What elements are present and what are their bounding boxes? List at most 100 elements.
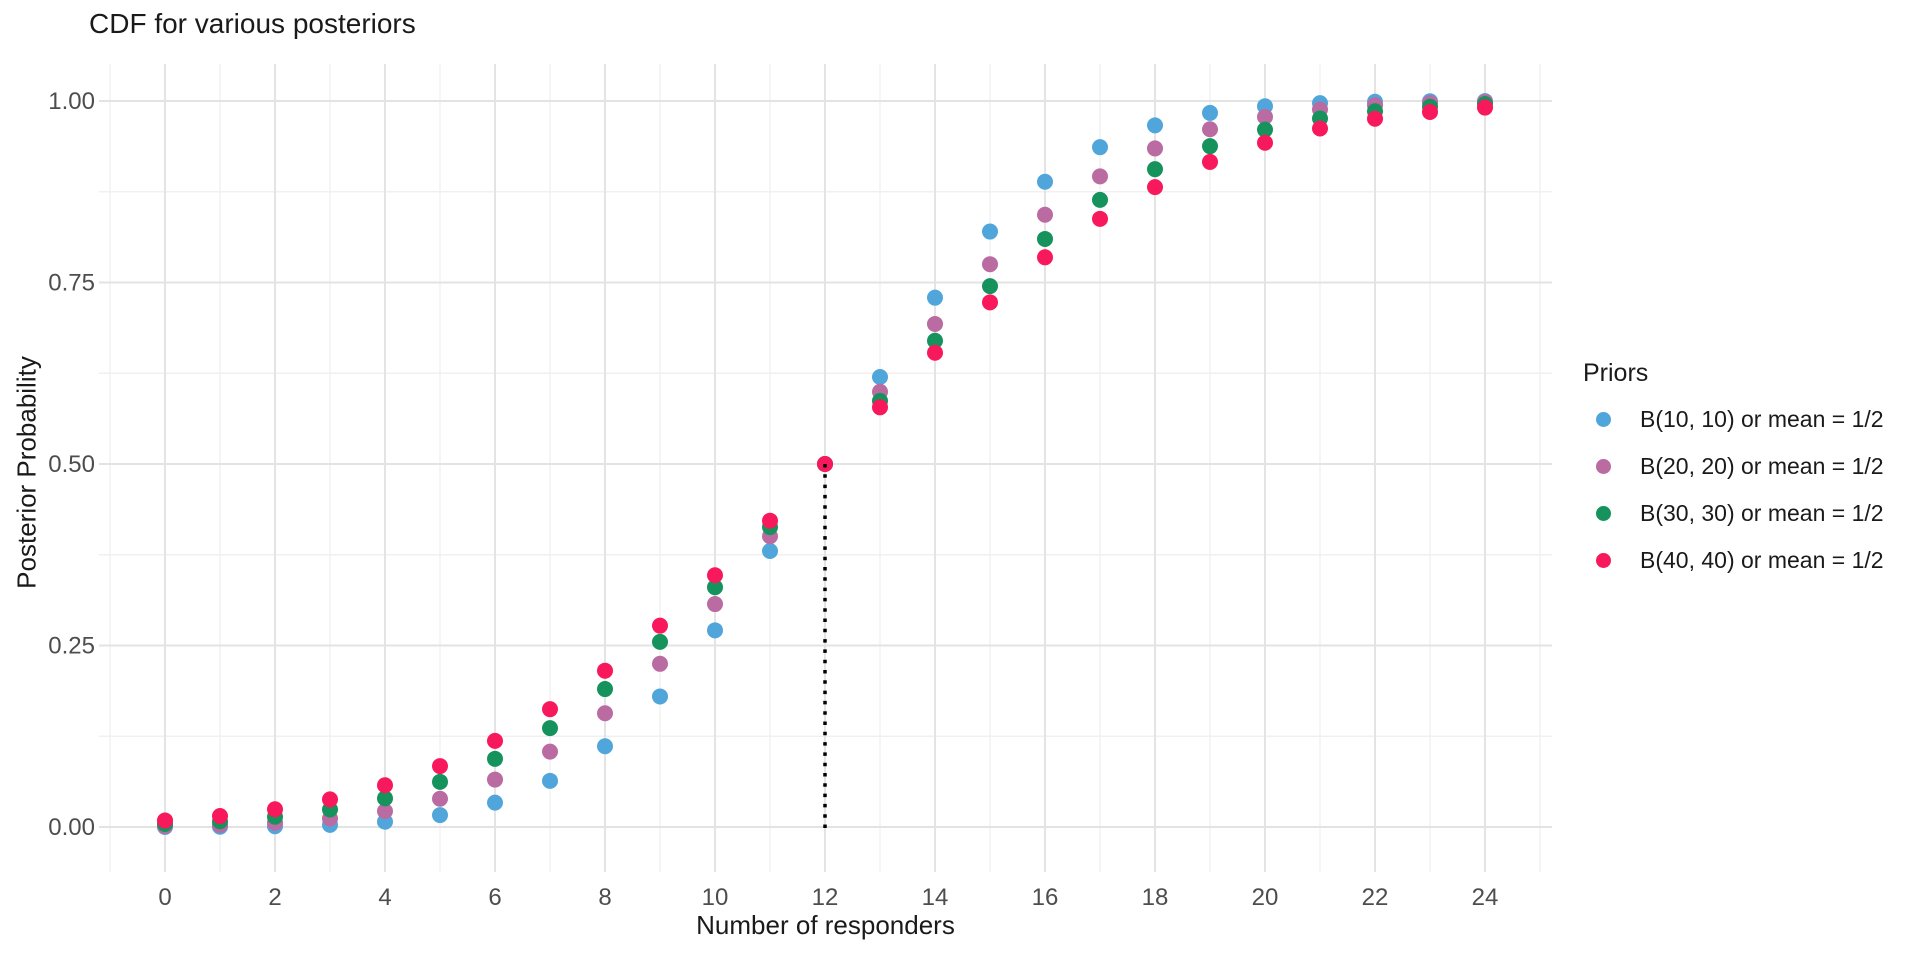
data-point (542, 772, 558, 789)
data-point (487, 732, 503, 749)
x-tick-label: 10 (702, 884, 729, 911)
data-point (542, 701, 558, 718)
data-point (927, 332, 943, 349)
x-tick-labels: 0 2 4 6 8 10 12 14 16 18 20 22 24 (158, 884, 1498, 911)
legend-title: Priors (1583, 359, 1649, 387)
legend-key-dot-icon (1596, 459, 1611, 474)
data-point (707, 622, 723, 639)
data-point (597, 681, 613, 698)
data-point (707, 579, 723, 596)
data-point (762, 512, 778, 529)
data-point (982, 223, 998, 240)
x-tick-label: 24 (1472, 884, 1499, 911)
data-point (1477, 99, 1493, 116)
legend-item-label: B(20, 20) or mean = 1/2 (1640, 453, 1884, 479)
data-point (377, 803, 393, 820)
data-point (542, 720, 558, 737)
data-point (487, 771, 503, 788)
data-point (1147, 117, 1163, 134)
x-tick-label: 14 (922, 884, 949, 911)
data-point (377, 790, 393, 807)
data-point (982, 256, 998, 273)
legend-item-label: B(30, 30) or mean = 1/2 (1640, 500, 1884, 526)
data-point (212, 808, 228, 825)
legend-item: B(20, 20) or mean = 1/2 (1583, 443, 1884, 490)
legend-rows: B(10, 10) or mean = 1/2 B(20, 20) or mean… (1583, 396, 1884, 584)
data-point (1202, 153, 1218, 170)
data-point (597, 738, 613, 755)
data-point (707, 596, 723, 613)
data-point (1257, 121, 1273, 138)
data-point (1257, 134, 1273, 151)
data-point (432, 773, 448, 790)
chart-title: CDF for various posteriors (89, 8, 416, 39)
legend: Priors B(10, 10) or mean = 1/2 B(20, 20) … (1583, 358, 1884, 584)
legend-item: B(10, 10) or mean = 1/2 (1583, 396, 1884, 443)
gridlines-major (99, 64, 1552, 872)
x-tick-label: 6 (488, 884, 501, 911)
data-point (1147, 161, 1163, 178)
data-point (487, 750, 503, 767)
x-tick-label: 4 (378, 884, 391, 911)
gridlines-minor (99, 64, 1552, 872)
data-point (1202, 138, 1218, 155)
x-tick-label: 16 (1032, 884, 1059, 911)
data-point (1092, 139, 1108, 156)
data-point (652, 633, 668, 650)
data-point (1367, 110, 1383, 127)
legend-item-label: B(10, 10) or mean = 1/2 (1640, 406, 1884, 432)
data-point (322, 791, 338, 808)
x-tick-label: 8 (598, 884, 611, 911)
data-point (872, 369, 888, 386)
data-point (597, 662, 613, 679)
data-point (1257, 108, 1273, 125)
data-point (872, 399, 888, 416)
data-point (1037, 230, 1053, 247)
data-point (1312, 120, 1328, 137)
data-point (927, 344, 943, 361)
data-point (1202, 104, 1218, 121)
data-point (652, 688, 668, 705)
y-tick-label: 0.75 (48, 270, 95, 297)
data-point (1037, 206, 1053, 223)
legend-key-dot-icon (1596, 553, 1611, 568)
data-point (1202, 121, 1218, 138)
data-point (982, 294, 998, 311)
data-point (927, 315, 943, 332)
y-tick-labels: 0.00 0.25 0.50 0.75 1.00 (48, 88, 95, 841)
x-tick-label: 18 (1142, 884, 1169, 911)
data-point (542, 743, 558, 760)
data-point (1147, 140, 1163, 157)
data-point (1092, 210, 1108, 227)
data-point (267, 801, 283, 818)
y-tick-label: 1.00 (48, 88, 95, 115)
legend-item: B(30, 30) or mean = 1/2 (1583, 490, 1884, 537)
x-tick-label: 0 (158, 884, 171, 911)
data-point (762, 542, 778, 559)
legend-item: B(40, 40) or mean = 1/2 (1583, 537, 1884, 584)
data-point (927, 289, 943, 306)
data-point (377, 777, 393, 794)
data-point (432, 758, 448, 775)
data-point (1092, 191, 1108, 208)
data-point (1147, 179, 1163, 196)
x-tick-label: 2 (268, 884, 281, 911)
data-point (1037, 249, 1053, 266)
data-point (1037, 173, 1053, 190)
data-point (1092, 168, 1108, 185)
x-tick-label: 20 (1252, 884, 1279, 911)
data-point (652, 617, 668, 634)
legend-key-dot-icon (1596, 506, 1611, 521)
data-point (157, 812, 173, 829)
data-point (652, 655, 668, 672)
data-point (982, 278, 998, 295)
y-tick-label: 0.00 (48, 814, 95, 841)
y-axis-title: Posterior Probability (11, 356, 42, 589)
x-tick-label: 22 (1362, 884, 1389, 911)
data-point (597, 705, 613, 722)
y-tick-label: 0.50 (48, 451, 95, 478)
legend-key-dot-icon (1596, 412, 1611, 427)
data-point (487, 794, 503, 811)
